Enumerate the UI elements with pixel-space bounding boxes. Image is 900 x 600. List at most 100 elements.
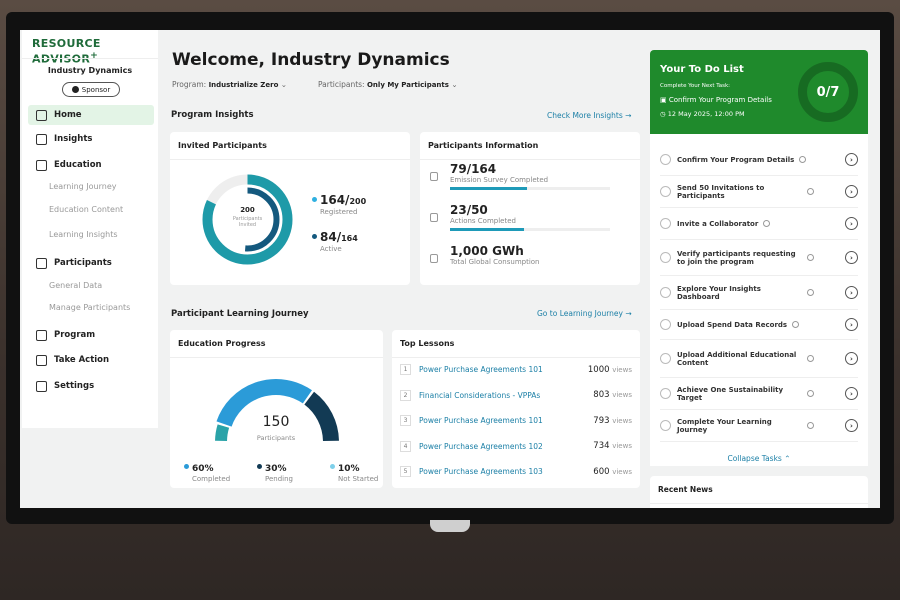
- todo-item[interactable]: Invite a Collaborator ›: [660, 208, 858, 240]
- legend-dot: [184, 464, 189, 469]
- logo[interactable]: RESOURCE ADVISOR+: [32, 37, 158, 66]
- sidebar-subitem-general-data[interactable]: General Data: [49, 281, 103, 290]
- checkbox[interactable]: [660, 420, 671, 431]
- chevron-right-icon[interactable]: ›: [845, 217, 858, 230]
- next-task-label: Complete Your Next Task:: [660, 83, 731, 89]
- help-icon[interactable]: [807, 289, 814, 296]
- sidebar-item-label: Take Action: [54, 355, 110, 365]
- help-icon[interactable]: [807, 355, 814, 362]
- collapse-tasks-button[interactable]: Collapse Tasks ⌃: [650, 454, 868, 463]
- sidebar-item-settings[interactable]: Settings: [28, 376, 154, 396]
- legend-item: 10% Not Started: [330, 456, 378, 483]
- gear-icon: [36, 380, 47, 392]
- pending-arc: [304, 391, 339, 442]
- todo-item[interactable]: Achieve One Sustainability Target ›: [660, 378, 858, 410]
- checkbox[interactable]: [660, 186, 671, 197]
- next-task-date: ◷ 12 May 2025, 12:00 PM: [660, 110, 745, 118]
- go-to-learning-journey-link[interactable]: Go to Learning Journey →: [537, 309, 632, 318]
- todo-item[interactable]: Upload Additional Educational Content ›: [660, 340, 858, 378]
- progress-fill: [450, 228, 524, 231]
- progress-bar: [450, 187, 610, 190]
- checkbox[interactable]: [660, 154, 671, 165]
- todo-list: Confirm Your Program Details › Send 50 Inv…: [650, 134, 868, 466]
- chevron-right-icon[interactable]: ›: [845, 352, 858, 365]
- sidebar-subitem-manage-participants[interactable]: Manage Participants: [49, 303, 131, 312]
- next-task[interactable]: ▣ Confirm Your Program Details: [660, 96, 772, 104]
- lesson-row[interactable]: 4 Power Purchase Agreements 102 734 views: [400, 440, 632, 452]
- gauge-center-value: 150: [262, 414, 290, 430]
- lesson-title[interactable]: Financial Considerations - VPPAs: [419, 390, 541, 400]
- page-title: Welcome, Industry Dynamics: [172, 50, 450, 70]
- lesson-row[interactable]: 5 Power Purchase Agreements 103 600 views: [400, 466, 632, 477]
- checkbox[interactable]: [660, 287, 671, 298]
- link-label: Go to Learning Journey: [537, 309, 623, 318]
- logo-plus: +: [90, 50, 99, 61]
- info-value: 23/50: [450, 203, 488, 217]
- chevron-right-icon[interactable]: ›: [845, 318, 858, 331]
- lesson-title[interactable]: Power Purchase Agreements 102: [419, 441, 543, 451]
- sidebar-item-insights[interactable]: Insights: [28, 129, 154, 149]
- help-icon[interactable]: [799, 156, 807, 163]
- lesson-row[interactable]: 3 Power Purchase Agreements 101 793 views: [400, 415, 632, 426]
- sidebar-item-participants[interactable]: Participants: [28, 253, 154, 273]
- lesson-title[interactable]: Power Purchase Agreements 103: [419, 467, 543, 476]
- sidebar-item-program[interactable]: Program: [28, 325, 154, 345]
- checkbox[interactable]: [660, 319, 671, 330]
- todo-item[interactable]: Confirm Your Program Details ›: [660, 144, 858, 176]
- sidebar-subitem-learning-journey[interactable]: Learning Journey: [49, 182, 117, 191]
- todo-item[interactable]: Send 50 Invitations to Participants ›: [660, 176, 858, 208]
- todo-item[interactable]: Explore Your Insights Dashboard ›: [660, 276, 858, 310]
- participants-label: Participants:: [318, 80, 365, 89]
- card-title: Education Progress: [170, 330, 383, 358]
- chevron-up-icon: ⌃: [784, 454, 791, 463]
- sidebar-item-take-action[interactable]: Take Action: [28, 350, 154, 370]
- help-icon[interactable]: [763, 220, 771, 227]
- donut-center-value: 200: [240, 206, 255, 214]
- lesson-title[interactable]: Power Purchase Agreements 101: [419, 365, 543, 374]
- chevron-right-icon[interactable]: ›: [845, 286, 858, 299]
- sidebar-item-home[interactable]: Home: [28, 105, 154, 125]
- help-icon[interactable]: [792, 321, 800, 328]
- chevron-right-icon[interactable]: ›: [845, 251, 858, 264]
- chevron-right-icon[interactable]: ›: [845, 153, 858, 166]
- sidebar-item-education[interactable]: Education: [28, 155, 154, 175]
- lesson-views: 600: [593, 466, 610, 477]
- help-icon[interactable]: [807, 188, 814, 195]
- home-icon: [36, 109, 47, 121]
- todo-item[interactable]: Upload Spend Data Records ›: [660, 310, 858, 340]
- program-filter[interactable]: Program: Industrialize Zero ⌄: [172, 80, 287, 89]
- checkbox[interactable]: [660, 218, 671, 229]
- help-icon[interactable]: [807, 254, 814, 261]
- chevron-right-icon[interactable]: ›: [845, 185, 858, 198]
- checkbox[interactable]: [660, 353, 671, 364]
- org-name: Industry Dynamics: [47, 66, 133, 75]
- lesson-row[interactable]: 1 Power Purchase Agreements 101 1000 views: [400, 364, 632, 375]
- lesson-row[interactable]: 2 Financial Considerations - VPPAs 803 vie…: [400, 389, 632, 401]
- chevron-right-icon[interactable]: ›: [845, 419, 858, 432]
- sidebar-subitem-learning-insights[interactable]: Learning Insights: [49, 230, 118, 239]
- help-icon[interactable]: [807, 390, 814, 397]
- help-icon[interactable]: [807, 422, 814, 429]
- lesson-title[interactable]: Power Purchase Agreements 101: [419, 416, 543, 425]
- sidebar-subitem-education-content[interactable]: Education Content: [49, 205, 124, 214]
- legend-item: 30% Pending: [257, 456, 293, 483]
- sponsor-badge[interactable]: Sponsor: [62, 82, 120, 97]
- card-title: Participants Information: [420, 132, 640, 160]
- info-label: Emission Survey Completed: [450, 176, 549, 184]
- chevron-right-icon[interactable]: ›: [845, 387, 858, 400]
- registered-value: 164/: [320, 193, 350, 207]
- todo-item[interactable]: Verify participants requesting to join t…: [660, 240, 858, 276]
- checkbox[interactable]: [660, 252, 671, 263]
- participants-filter[interactable]: Participants: Only My Participants ⌄: [318, 80, 458, 89]
- todo-item[interactable]: Complete Your Learning Journey ›: [660, 410, 858, 442]
- registered-arc: [202, 174, 293, 265]
- lesson-rank: 3: [400, 415, 411, 426]
- check-more-insights-link[interactable]: Check More Insights →: [547, 111, 631, 120]
- legend-label: Not Started: [338, 475, 379, 483]
- section-title: Participant Learning Journey: [171, 309, 309, 319]
- checkbox[interactable]: [660, 388, 671, 399]
- progress-bar: [450, 228, 610, 231]
- info-item: 1,000 GWh Total Global Consumption: [450, 244, 540, 266]
- program-value: Industrialize Zero: [208, 81, 279, 89]
- puzzle-icon: [36, 354, 47, 366]
